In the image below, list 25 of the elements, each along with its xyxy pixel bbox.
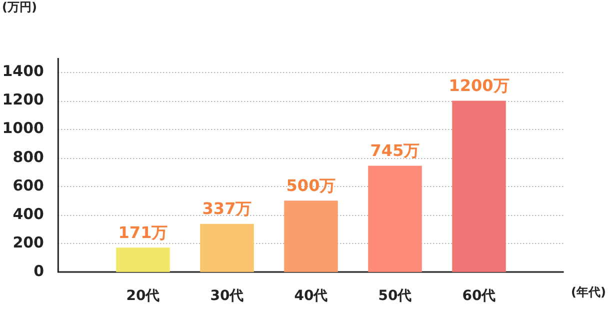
bar [452, 100, 506, 272]
x-tick-label: 60代 [462, 288, 496, 304]
y-tick-label: 800 [12, 148, 44, 166]
x-tick-label: 30代 [210, 288, 244, 304]
bar [284, 200, 338, 272]
data-label: 171万 [118, 222, 168, 242]
data-label: 745万 [370, 140, 420, 160]
y-tick-label: 600 [12, 176, 44, 194]
data-label: 1200万 [448, 76, 510, 95]
bar [368, 166, 422, 272]
y-tick-label: 1200 [2, 90, 44, 109]
y-tick-label: 1000 [2, 119, 44, 138]
y-tick-label: 1400 [2, 62, 44, 80]
bar [116, 248, 170, 272]
bar [200, 224, 254, 272]
y-tick-label: 200 [12, 233, 44, 252]
data-label: 500万 [286, 176, 336, 195]
y-tick-label: 400 [12, 204, 44, 223]
y-tick-label: 0 [34, 262, 44, 280]
x-tick-label: 20代 [126, 288, 160, 304]
x-tick-label: 50代 [378, 288, 412, 304]
x-tick-label: 40代 [294, 288, 328, 304]
y-axis-title: (万円) [2, 0, 37, 14]
x-axis-title: (年代) [571, 285, 606, 300]
data-label: 337万 [202, 199, 252, 218]
